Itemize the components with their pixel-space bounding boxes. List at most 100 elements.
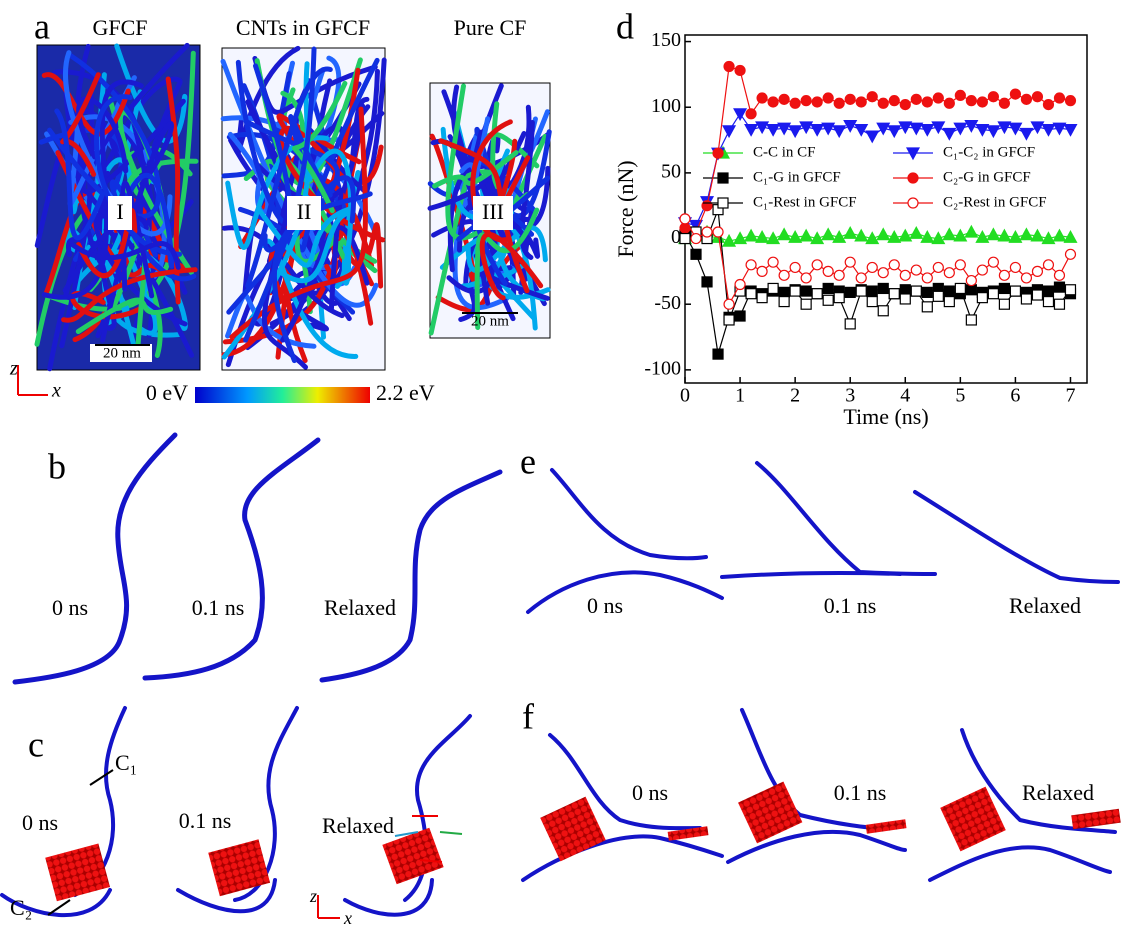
y-tick-label: -50 [654, 292, 681, 314]
marker [954, 123, 966, 134]
marker [734, 109, 746, 120]
marker [878, 98, 888, 108]
marker [834, 293, 844, 303]
marker [823, 283, 833, 293]
marker [801, 273, 811, 283]
marker [1042, 125, 1054, 136]
marker [779, 297, 789, 307]
marker [812, 289, 822, 299]
graphene [45, 844, 110, 902]
cnt [757, 463, 935, 574]
marker [745, 230, 757, 241]
legend-label: C-C in CF [753, 144, 816, 160]
marker [933, 93, 943, 103]
marker [944, 268, 954, 278]
cnt [722, 573, 900, 577]
marker [779, 287, 789, 297]
marker [988, 289, 998, 299]
marker [922, 302, 932, 312]
panel-label: c [28, 724, 44, 764]
arrow [48, 900, 70, 915]
marker [1043, 286, 1053, 296]
panel-e [528, 463, 1118, 612]
marker [955, 260, 965, 270]
marker [867, 286, 877, 296]
panel-title: Pure CF [454, 15, 527, 40]
marker [746, 109, 756, 119]
axis-label: x [51, 380, 61, 402]
marker [944, 286, 954, 296]
x-tick-label: 5 [955, 385, 965, 407]
figure: a GFCF CNTs in GFCF Pure CF I II III 20 … [0, 0, 1121, 934]
marker [878, 268, 888, 278]
marker [691, 234, 701, 244]
region-label: III [482, 199, 504, 224]
cnt [528, 572, 722, 612]
marker [900, 294, 910, 304]
marker [702, 277, 712, 287]
marker [800, 230, 812, 241]
marker [988, 92, 998, 102]
marker [921, 125, 933, 136]
marker [735, 65, 745, 75]
marker [977, 265, 987, 275]
cnt [930, 847, 1110, 880]
panel-title: CNTs in GFCF [236, 15, 370, 40]
graphene [540, 797, 606, 862]
marker [735, 280, 745, 290]
marker [845, 287, 855, 297]
panel-label: e [520, 441, 536, 481]
marker [999, 98, 1009, 108]
marker [834, 98, 844, 108]
marker [713, 227, 723, 237]
panel-b [15, 435, 500, 682]
marker [999, 283, 1009, 293]
marker [966, 285, 976, 295]
marker [789, 126, 801, 137]
marker [680, 234, 690, 244]
legend-label: C₁-G in GFCF [753, 169, 841, 185]
time-label: 0.1 ns [179, 808, 232, 833]
axis-label: z [309, 886, 317, 906]
marker [965, 226, 977, 237]
scale-label: 20 nm [284, 369, 322, 385]
time-label: 0 ns [22, 810, 58, 835]
marker [911, 286, 921, 296]
marker [944, 98, 954, 108]
x-tick-label: 1 [735, 385, 745, 407]
marker [713, 349, 723, 359]
marker [779, 270, 789, 280]
marker [1043, 100, 1053, 110]
marker [889, 96, 899, 106]
marker [966, 276, 976, 286]
marker [735, 311, 745, 321]
marker [856, 97, 866, 107]
marker [955, 283, 965, 293]
marker [933, 262, 943, 272]
marker [966, 315, 976, 325]
marker [746, 289, 756, 299]
marker [1043, 297, 1053, 307]
panel-title: GFCF [92, 15, 147, 40]
marker [768, 283, 778, 293]
x-tick-label: 6 [1010, 385, 1020, 407]
marker [801, 299, 811, 309]
marker [1053, 230, 1065, 241]
time-label: 0.1 ns [192, 595, 245, 620]
panel-label: f [522, 696, 534, 736]
legend-label: C₂-Rest in GFCF [943, 194, 1047, 210]
marker [833, 126, 845, 137]
legend-marker [908, 173, 918, 183]
cnt [145, 440, 318, 678]
marker [910, 227, 922, 238]
marker [1054, 270, 1064, 280]
legend-label: C₁-C₂ in GFCF [943, 144, 1035, 160]
marker [823, 266, 833, 276]
cnt [915, 492, 1118, 582]
marker [1054, 93, 1064, 103]
panel-label: d [616, 6, 634, 46]
marker [933, 291, 943, 301]
marker [855, 125, 867, 136]
legend-label: C₂-G in GFCF [943, 169, 1031, 185]
marker [768, 257, 778, 267]
